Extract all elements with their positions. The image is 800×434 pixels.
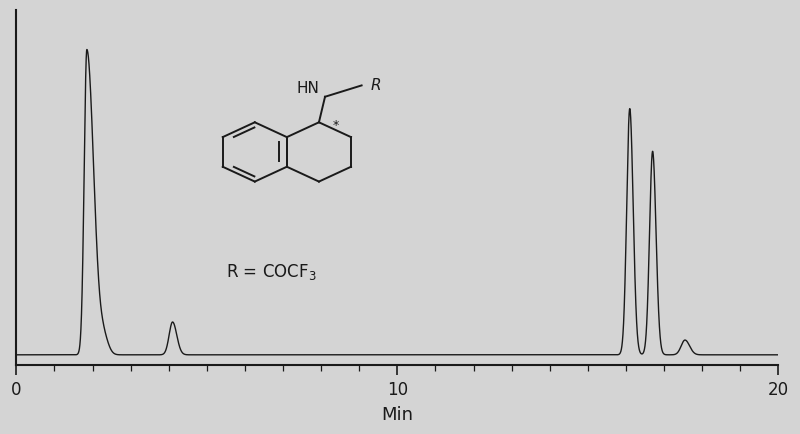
Text: R: R (370, 78, 382, 93)
Text: HN: HN (297, 81, 320, 96)
Text: *: * (333, 118, 339, 131)
Text: R = COCF$_3$: R = COCF$_3$ (226, 261, 317, 281)
X-axis label: Min: Min (382, 405, 414, 423)
